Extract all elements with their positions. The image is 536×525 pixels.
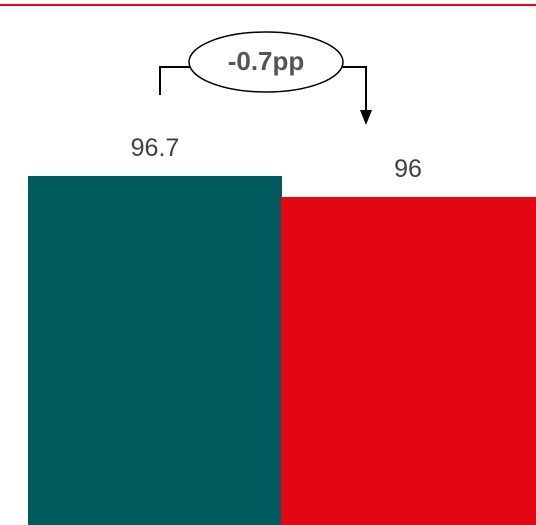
delta-label: -0.7pp bbox=[228, 46, 305, 76]
bar-1 bbox=[28, 176, 282, 525]
bar-value-label-2: 96 bbox=[394, 155, 422, 183]
delta-bracket-right bbox=[341, 66, 367, 112]
delta-bracket-left bbox=[159, 66, 191, 95]
delta-arrow-head bbox=[360, 110, 372, 125]
labels-layer: 96.7 96 bbox=[131, 134, 422, 183]
delta-annotation: -0.7pp bbox=[159, 31, 372, 125]
bar-value-label-1: 96.7 bbox=[131, 134, 180, 162]
bars-layer bbox=[28, 176, 536, 525]
delta-ellipse bbox=[188, 31, 344, 93]
bar-2 bbox=[281, 197, 536, 525]
